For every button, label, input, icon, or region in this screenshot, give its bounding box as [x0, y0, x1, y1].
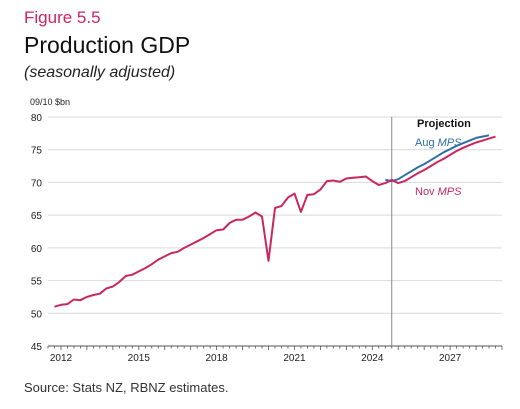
projection-label: Projection [417, 118, 471, 130]
series-line-nov [54, 135, 496, 308]
x-tick-label: 2012 [50, 353, 73, 364]
series-label-nov: Nov MPS [415, 186, 462, 198]
y-tick-label: 55 [31, 277, 43, 288]
source-note: Source: Stats NZ, RBNZ estimates. [24, 380, 229, 395]
figure-label: Figure 5.5 [24, 8, 101, 27]
y-tick-label: 70 [31, 178, 43, 189]
x-tick-label: 2027 [439, 353, 462, 364]
series-label-aug: Aug MPS [415, 137, 462, 149]
chart-subtitle: (seasonally adjusted) [24, 64, 176, 81]
y-tick-label: 80 [31, 113, 43, 124]
y-tick-label: 65 [31, 211, 43, 222]
x-tick-label: 2015 [128, 353, 151, 364]
chart-title: Production GDP [24, 32, 191, 58]
y-tick-label: 50 [31, 309, 43, 320]
x-tick-label: 2024 [361, 353, 384, 364]
series-line-aug [385, 134, 490, 183]
y-tick-label: 75 [31, 146, 43, 157]
y-tick-label: 45 [31, 342, 43, 353]
y-axis-label: 09/10 $bn [30, 97, 70, 107]
y-tick-label: 60 [31, 244, 43, 255]
x-tick-label: 2018 [206, 353, 229, 364]
x-tick-label: 2021 [283, 353, 306, 364]
